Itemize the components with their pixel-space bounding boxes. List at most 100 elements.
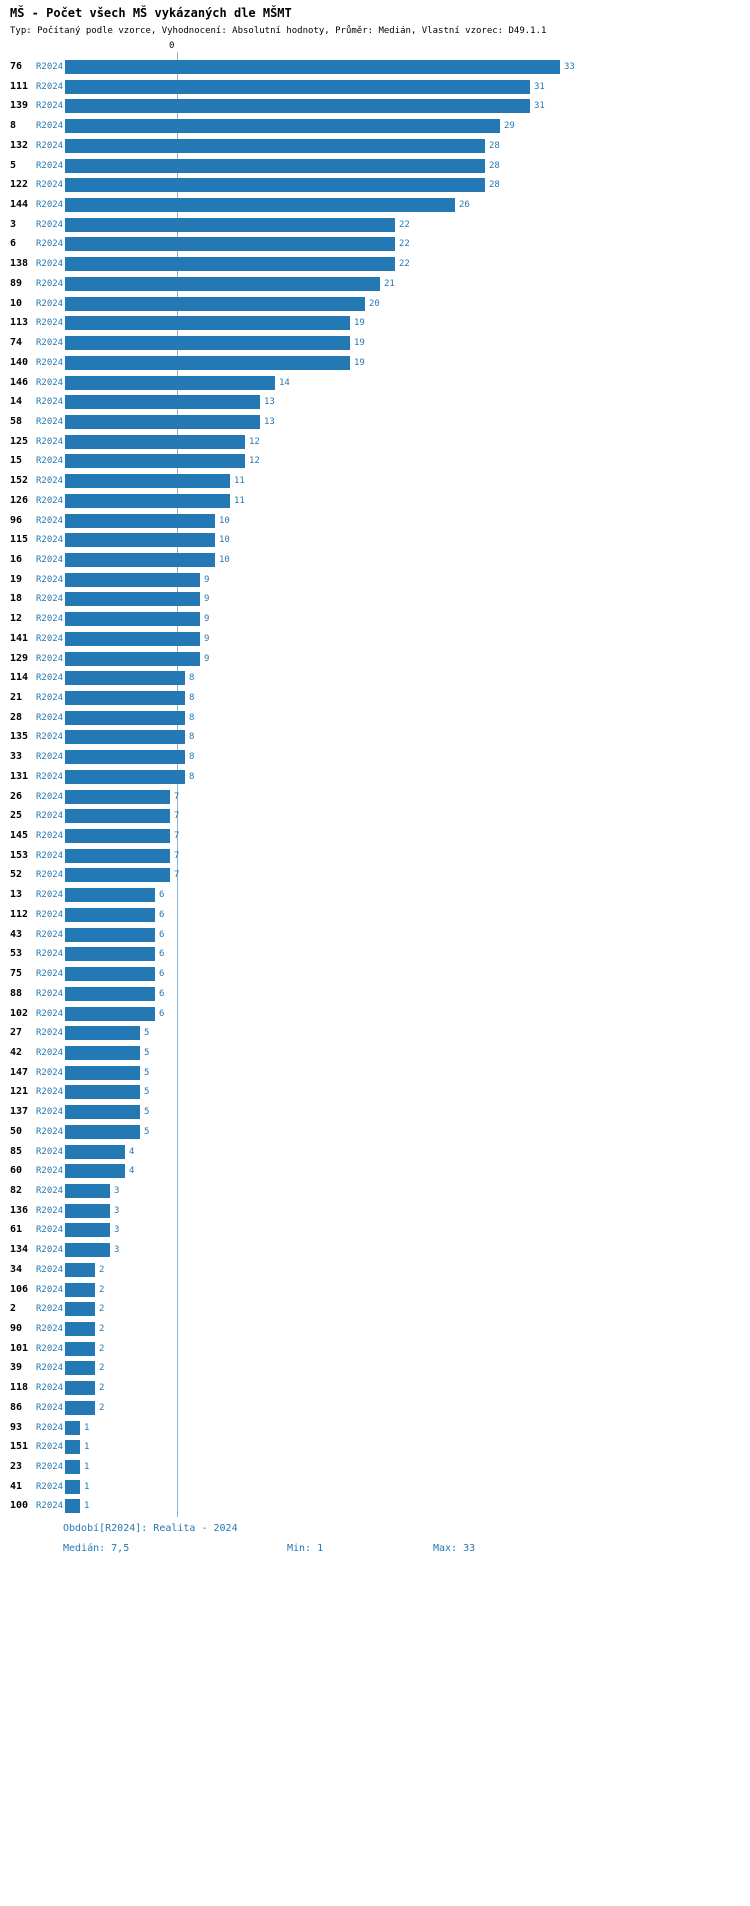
category-id: 19 (10, 573, 23, 585)
chart-row: 93 R2024 1 (0, 1418, 750, 1438)
series-label: R2024 (36, 811, 64, 822)
bar (65, 434, 245, 449)
category-id: 8 (10, 120, 17, 132)
value-label: 5 (144, 1107, 150, 1118)
chart-row: 50 R2024 5 (0, 1122, 750, 1142)
series-label: R2024 (36, 732, 64, 743)
series-label: R2024 (36, 101, 64, 112)
bar (65, 296, 365, 311)
bar (65, 1006, 155, 1021)
bar (65, 1203, 110, 1218)
series-label: R2024 (36, 456, 64, 467)
chart-row: 140 R2024 19 (0, 353, 750, 373)
bar (65, 750, 185, 765)
chart-row: 28 R2024 8 (0, 708, 750, 728)
category-id: 111 (10, 80, 29, 92)
category-id: 139 (10, 100, 29, 112)
category-id: 12 (10, 613, 23, 625)
bar (65, 178, 485, 193)
chart-row: 82 R2024 3 (0, 1181, 750, 1201)
bar (65, 1085, 140, 1100)
category-id: 96 (10, 514, 23, 526)
bar (65, 1026, 140, 1041)
chart-row: 15 R2024 12 (0, 451, 750, 471)
value-label: 28 (489, 160, 500, 171)
bar (65, 947, 155, 962)
chart-row: 153 R2024 7 (0, 846, 750, 866)
chart-row: 125 R2024 12 (0, 432, 750, 452)
chart-row: 89 R2024 21 (0, 274, 750, 294)
bar (65, 1420, 80, 1435)
series-label: R2024 (36, 476, 64, 487)
chart-row: 43 R2024 6 (0, 925, 750, 945)
category-id: 52 (10, 869, 23, 881)
chart-row: 101 R2024 2 (0, 1339, 750, 1359)
bar (65, 158, 485, 173)
series-label: R2024 (36, 1422, 64, 1433)
series-label: R2024 (36, 495, 64, 506)
series-label: R2024 (36, 909, 64, 920)
chart-row: 39 R2024 2 (0, 1358, 750, 1378)
category-id: 75 (10, 968, 23, 980)
value-label: 31 (534, 101, 545, 112)
bar (65, 829, 170, 844)
chart-row: 27 R2024 5 (0, 1023, 750, 1043)
bar (65, 1045, 140, 1060)
bar (65, 691, 185, 705)
value-label: 1 (84, 1462, 90, 1473)
chart-row: 12 R2024 9 (0, 609, 750, 629)
category-id: 90 (10, 1323, 23, 1334)
series-label: R2024 (36, 1264, 64, 1275)
category-id: 131 (10, 770, 29, 782)
value-label: 8 (189, 771, 195, 782)
series-label: R2024 (36, 791, 64, 802)
series-label: R2024 (36, 1087, 64, 1098)
value-label: 1 (84, 1442, 90, 1453)
bar (65, 1243, 110, 1258)
bar (65, 395, 260, 410)
value-label: 13 (264, 397, 275, 408)
value-label: 8 (189, 752, 195, 763)
category-id: 14 (10, 396, 23, 408)
value-label: 22 (399, 259, 410, 270)
category-id: 3 (10, 218, 17, 230)
series-label: R2024 (36, 535, 64, 546)
series-label: R2024 (36, 1343, 64, 1354)
value-label: 7 (174, 831, 180, 842)
category-id: 41 (10, 1480, 23, 1492)
series-label: R2024 (36, 1146, 64, 1157)
value-label: 10 (219, 515, 230, 526)
category-id: 27 (10, 1027, 23, 1039)
category-id: 114 (10, 672, 29, 684)
chart-row: 144 R2024 26 (0, 195, 750, 215)
chart-row: 85 R2024 4 (0, 1142, 750, 1162)
series-label: R2024 (36, 1028, 64, 1039)
value-label: 12 (249, 436, 260, 447)
value-label: 5 (144, 1047, 150, 1058)
value-label: 1 (84, 1501, 90, 1512)
chart-row: 121 R2024 5 (0, 1082, 750, 1102)
category-id: 28 (10, 711, 23, 723)
series-label: R2024 (36, 1363, 64, 1374)
chart-row: 145 R2024 7 (0, 826, 750, 846)
value-label: 3 (114, 1225, 120, 1236)
category-id: 89 (10, 277, 23, 289)
series-label: R2024 (36, 81, 64, 92)
category-id: 60 (10, 1165, 23, 1177)
value-label: 5 (144, 1028, 150, 1039)
bar (65, 474, 230, 489)
bar (65, 316, 350, 331)
category-id: 26 (10, 790, 23, 802)
chart-row: 131 R2024 8 (0, 767, 750, 787)
chart-row: 74 R2024 19 (0, 333, 750, 353)
category-id: 101 (10, 1342, 29, 1354)
value-label: 6 (159, 969, 165, 980)
category-id: 76 (10, 61, 23, 72)
chart-row: 111 R2024 31 (0, 77, 750, 97)
series-label: R2024 (36, 1185, 64, 1196)
value-label: 2 (99, 1284, 105, 1295)
series-label: R2024 (36, 200, 64, 211)
series-label: R2024 (36, 890, 64, 901)
chart-row: 118 R2024 2 (0, 1378, 750, 1398)
value-label: 5 (144, 1087, 150, 1098)
